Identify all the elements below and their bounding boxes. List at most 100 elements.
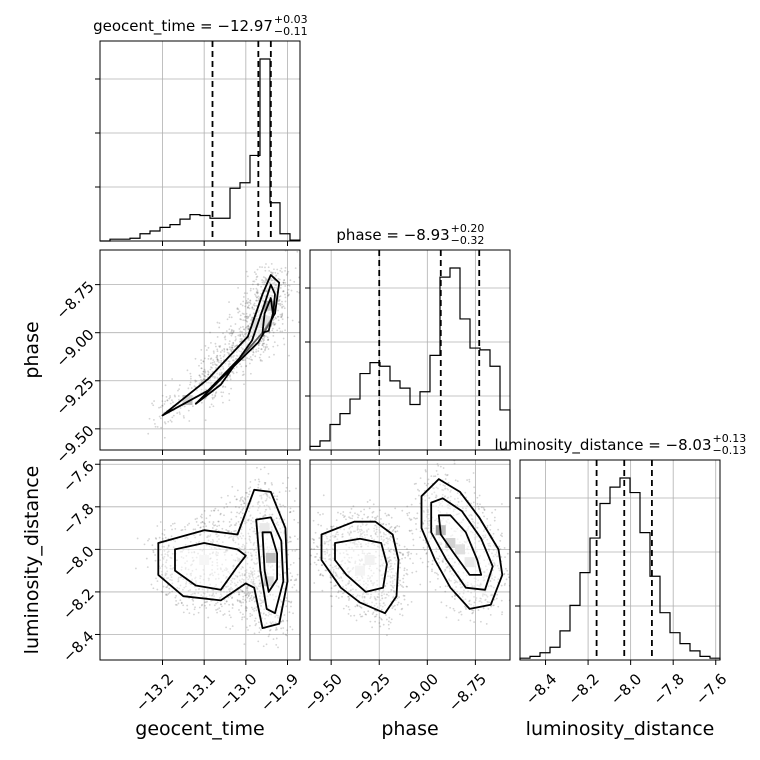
scatter-point bbox=[266, 346, 269, 348]
scatter-point bbox=[216, 554, 219, 557]
scatter-point bbox=[347, 553, 349, 556]
scatter-point bbox=[332, 543, 335, 546]
scatter-point bbox=[225, 600, 228, 603]
scatter-point bbox=[261, 359, 263, 362]
scatter-point bbox=[417, 494, 420, 497]
scatter-point bbox=[203, 509, 206, 512]
scatter-point bbox=[496, 550, 498, 552]
scatter-point bbox=[320, 564, 323, 567]
scatter-point bbox=[256, 289, 259, 292]
scatter-point bbox=[243, 520, 246, 523]
scatter-point bbox=[331, 595, 333, 598]
scatter-point bbox=[412, 544, 415, 547]
scatter-point bbox=[179, 550, 182, 553]
scatter-point bbox=[400, 602, 403, 605]
scatter-point bbox=[373, 604, 376, 607]
scatter-point bbox=[490, 605, 493, 608]
scatter-point bbox=[423, 549, 426, 551]
scatter-point bbox=[193, 551, 196, 554]
scatter-point bbox=[342, 592, 344, 595]
scatter-point bbox=[341, 595, 343, 598]
scatter-point bbox=[246, 327, 249, 330]
scatter-point bbox=[477, 522, 479, 525]
scatter-point bbox=[482, 571, 485, 573]
scatter-point bbox=[325, 535, 328, 538]
scatter-point bbox=[287, 600, 290, 603]
scatter-point bbox=[235, 366, 238, 368]
scatter-point bbox=[172, 401, 174, 404]
scatter-point bbox=[349, 531, 352, 534]
scatter-point bbox=[273, 282, 275, 285]
scatter-point bbox=[372, 611, 375, 614]
scatter-point bbox=[458, 562, 460, 565]
scatter-point bbox=[251, 574, 254, 576]
scatter-point bbox=[242, 566, 244, 569]
scatter-point bbox=[437, 487, 439, 490]
scatter-point bbox=[465, 608, 467, 610]
scatter-point bbox=[387, 513, 390, 516]
scatter-point bbox=[440, 541, 442, 544]
scatter-point bbox=[231, 332, 234, 335]
scatter-point bbox=[388, 549, 391, 552]
scatter-point bbox=[384, 533, 387, 536]
scatter-point bbox=[246, 275, 249, 278]
scatter-point bbox=[212, 352, 215, 354]
scatter-point bbox=[512, 579, 514, 581]
scatter-point bbox=[201, 521, 204, 523]
scatter-point bbox=[245, 312, 248, 315]
scatter-point bbox=[224, 558, 227, 561]
scatter-point bbox=[186, 604, 189, 607]
scatter-point bbox=[289, 579, 292, 582]
scatter-point bbox=[392, 549, 395, 552]
density-cell bbox=[355, 565, 365, 576]
scatter-point bbox=[199, 526, 202, 529]
scatter-point bbox=[392, 574, 394, 577]
scatter-point bbox=[396, 542, 399, 545]
scatter-point bbox=[226, 505, 229, 508]
scatter-point bbox=[209, 573, 212, 576]
scatter-point bbox=[286, 284, 289, 287]
scatter-point bbox=[216, 608, 219, 611]
scatter-point bbox=[243, 549, 245, 552]
scatter-point bbox=[344, 515, 346, 517]
scatter-point bbox=[342, 514, 344, 517]
scatter-point bbox=[250, 571, 253, 574]
scatter-point bbox=[360, 615, 362, 618]
scatter-point bbox=[172, 546, 175, 549]
scatter-point bbox=[262, 645, 265, 648]
scatter-point bbox=[337, 590, 340, 592]
scatter-point bbox=[226, 318, 229, 321]
scatter-point bbox=[202, 378, 205, 381]
scatter-point bbox=[349, 526, 352, 529]
scatter-point bbox=[330, 559, 333, 562]
scatter-point bbox=[154, 559, 157, 562]
scatter-point bbox=[267, 348, 270, 350]
scatter-point bbox=[235, 357, 237, 360]
scatter-point bbox=[226, 591, 228, 593]
scatter-point bbox=[276, 582, 279, 584]
scatter-point bbox=[501, 535, 503, 538]
scatter-point bbox=[251, 548, 254, 550]
scatter-point bbox=[259, 328, 262, 331]
scatter-point bbox=[362, 583, 365, 586]
scatter-point bbox=[236, 558, 239, 561]
scatter-point bbox=[161, 565, 163, 568]
scatter-point bbox=[239, 335, 242, 338]
scatter-point bbox=[374, 615, 377, 618]
scatter-point bbox=[415, 553, 418, 555]
scatter-point bbox=[333, 536, 336, 539]
scatter-point bbox=[485, 575, 488, 578]
scatter-point bbox=[212, 521, 215, 523]
scatter-point bbox=[246, 596, 249, 599]
scatter-point bbox=[512, 576, 514, 578]
scatter-point bbox=[408, 511, 411, 514]
scatter-point bbox=[216, 355, 219, 358]
scatter-point bbox=[248, 600, 251, 603]
scatter-point bbox=[297, 321, 300, 324]
scatter-point bbox=[474, 536, 477, 539]
scatter-point bbox=[247, 532, 250, 535]
scatter-point bbox=[278, 550, 281, 552]
scatter-point bbox=[389, 562, 392, 565]
scatter-point bbox=[216, 601, 219, 604]
